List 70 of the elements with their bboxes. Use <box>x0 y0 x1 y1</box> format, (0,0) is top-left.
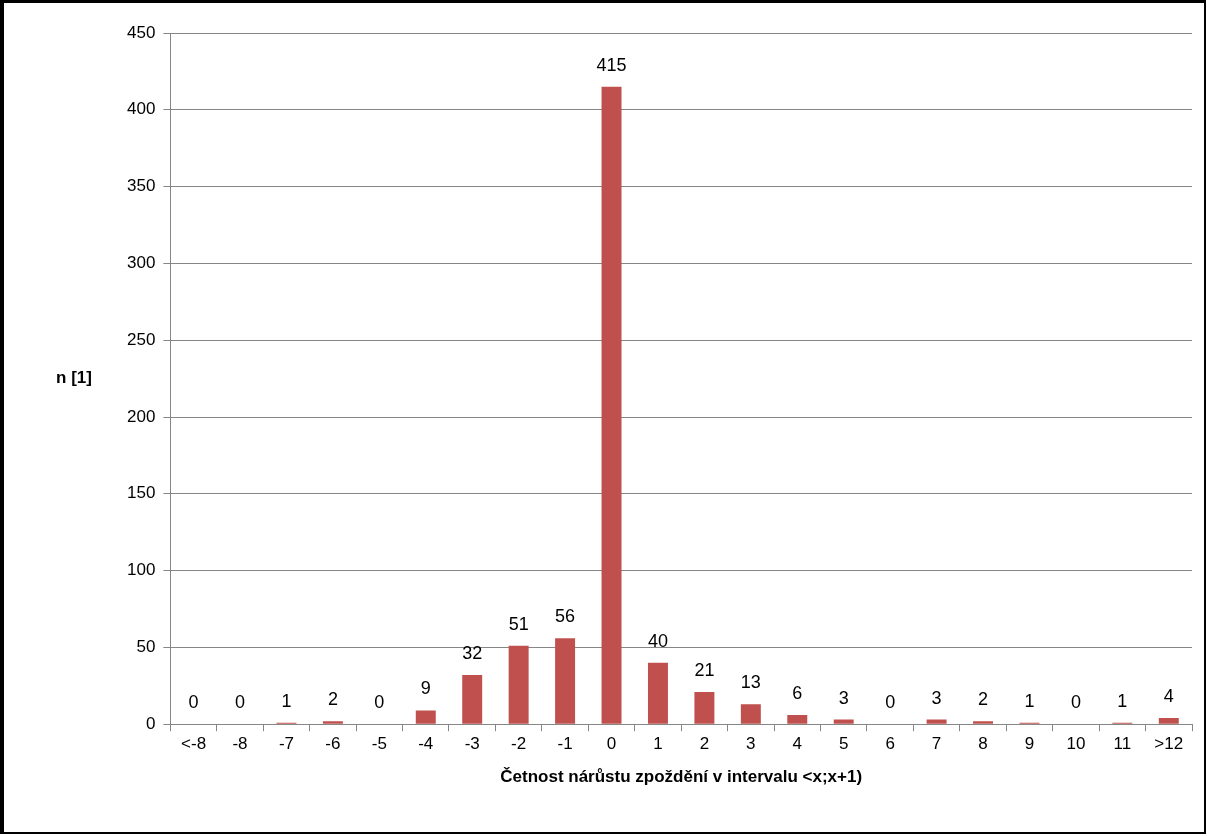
x-tick-label: 6 <box>885 734 895 754</box>
data-label: 415 <box>596 54 627 75</box>
data-label: 1 <box>281 690 292 711</box>
x-tick-label: 7 <box>931 734 942 754</box>
x-tick-label: <-8 <box>181 734 207 754</box>
bar <box>740 704 761 724</box>
x-tick-label: 5 <box>838 734 849 754</box>
y-tick-label: 450 <box>126 22 156 42</box>
x-tick-label: -6 <box>325 734 341 754</box>
x-tick-label: >12 <box>1154 734 1184 754</box>
y-tick-label: 50 <box>136 637 156 657</box>
x-tick-label: -5 <box>371 734 387 754</box>
data-label: 21 <box>694 659 715 680</box>
data-label: 40 <box>647 630 668 651</box>
data-label: 0 <box>235 692 246 713</box>
bar <box>508 645 529 724</box>
data-label: 0 <box>188 692 199 713</box>
data-label: 3 <box>838 687 849 708</box>
data-label: 32 <box>462 643 483 664</box>
bar <box>973 721 994 724</box>
bar <box>415 710 436 724</box>
y-tick-label: 150 <box>126 483 156 503</box>
data-label: 13 <box>740 672 761 693</box>
x-tick-label: 8 <box>978 734 988 754</box>
bar <box>1158 718 1179 724</box>
y-tick-label: 400 <box>126 99 156 119</box>
x-tick-label: -2 <box>511 734 527 754</box>
y-tick-label: 0 <box>145 713 156 733</box>
bar <box>833 719 854 724</box>
x-tick-label: -8 <box>232 734 248 754</box>
data-label: 9 <box>420 678 431 699</box>
bar <box>647 662 668 724</box>
data-label: 2 <box>327 689 338 710</box>
x-axis-title: Četnost nárůstu zpoždění v intervalu <x;x+1) <box>500 767 863 787</box>
x-tick-label: 3 <box>746 734 756 754</box>
data-label: 6 <box>792 682 803 703</box>
data-label: 0 <box>1070 692 1081 713</box>
y-tick-label: 300 <box>126 253 156 273</box>
x-tick-label: 4 <box>792 734 803 754</box>
data-label: 0 <box>885 692 896 713</box>
bar <box>694 691 715 724</box>
bar <box>601 86 622 724</box>
bar <box>322 721 343 724</box>
data-label: 56 <box>555 606 576 627</box>
data-label: 51 <box>508 613 529 634</box>
data-label: 3 <box>931 687 942 708</box>
x-tick-label: 10 <box>1066 734 1086 754</box>
x-tick-label: -7 <box>278 734 295 754</box>
bar <box>555 638 576 724</box>
bar <box>926 719 947 724</box>
data-label: 1 <box>1024 690 1035 711</box>
x-tick-label: 11 <box>1113 734 1132 754</box>
data-label: 0 <box>374 692 385 713</box>
data-label: 2 <box>978 689 989 710</box>
x-tick-label: -4 <box>418 734 434 754</box>
x-tick-label: -1 <box>557 734 573 754</box>
data-label: 1 <box>1117 690 1128 711</box>
y-tick-label: 200 <box>126 406 156 426</box>
x-tick-label: -3 <box>464 734 480 754</box>
x-tick-label: 1 <box>653 734 663 754</box>
bar <box>462 675 483 724</box>
x-tick-label: 9 <box>1024 734 1035 754</box>
y-tick-label: 350 <box>126 176 156 196</box>
y-tick-label: 250 <box>126 329 156 349</box>
data-label: 4 <box>1163 686 1174 707</box>
x-tick-label: 2 <box>699 734 710 754</box>
x-tick-label: 0 <box>606 734 617 754</box>
y-tick-label: 100 <box>126 560 156 580</box>
y-axis-title: n [1] <box>56 368 92 388</box>
bar <box>787 714 808 724</box>
